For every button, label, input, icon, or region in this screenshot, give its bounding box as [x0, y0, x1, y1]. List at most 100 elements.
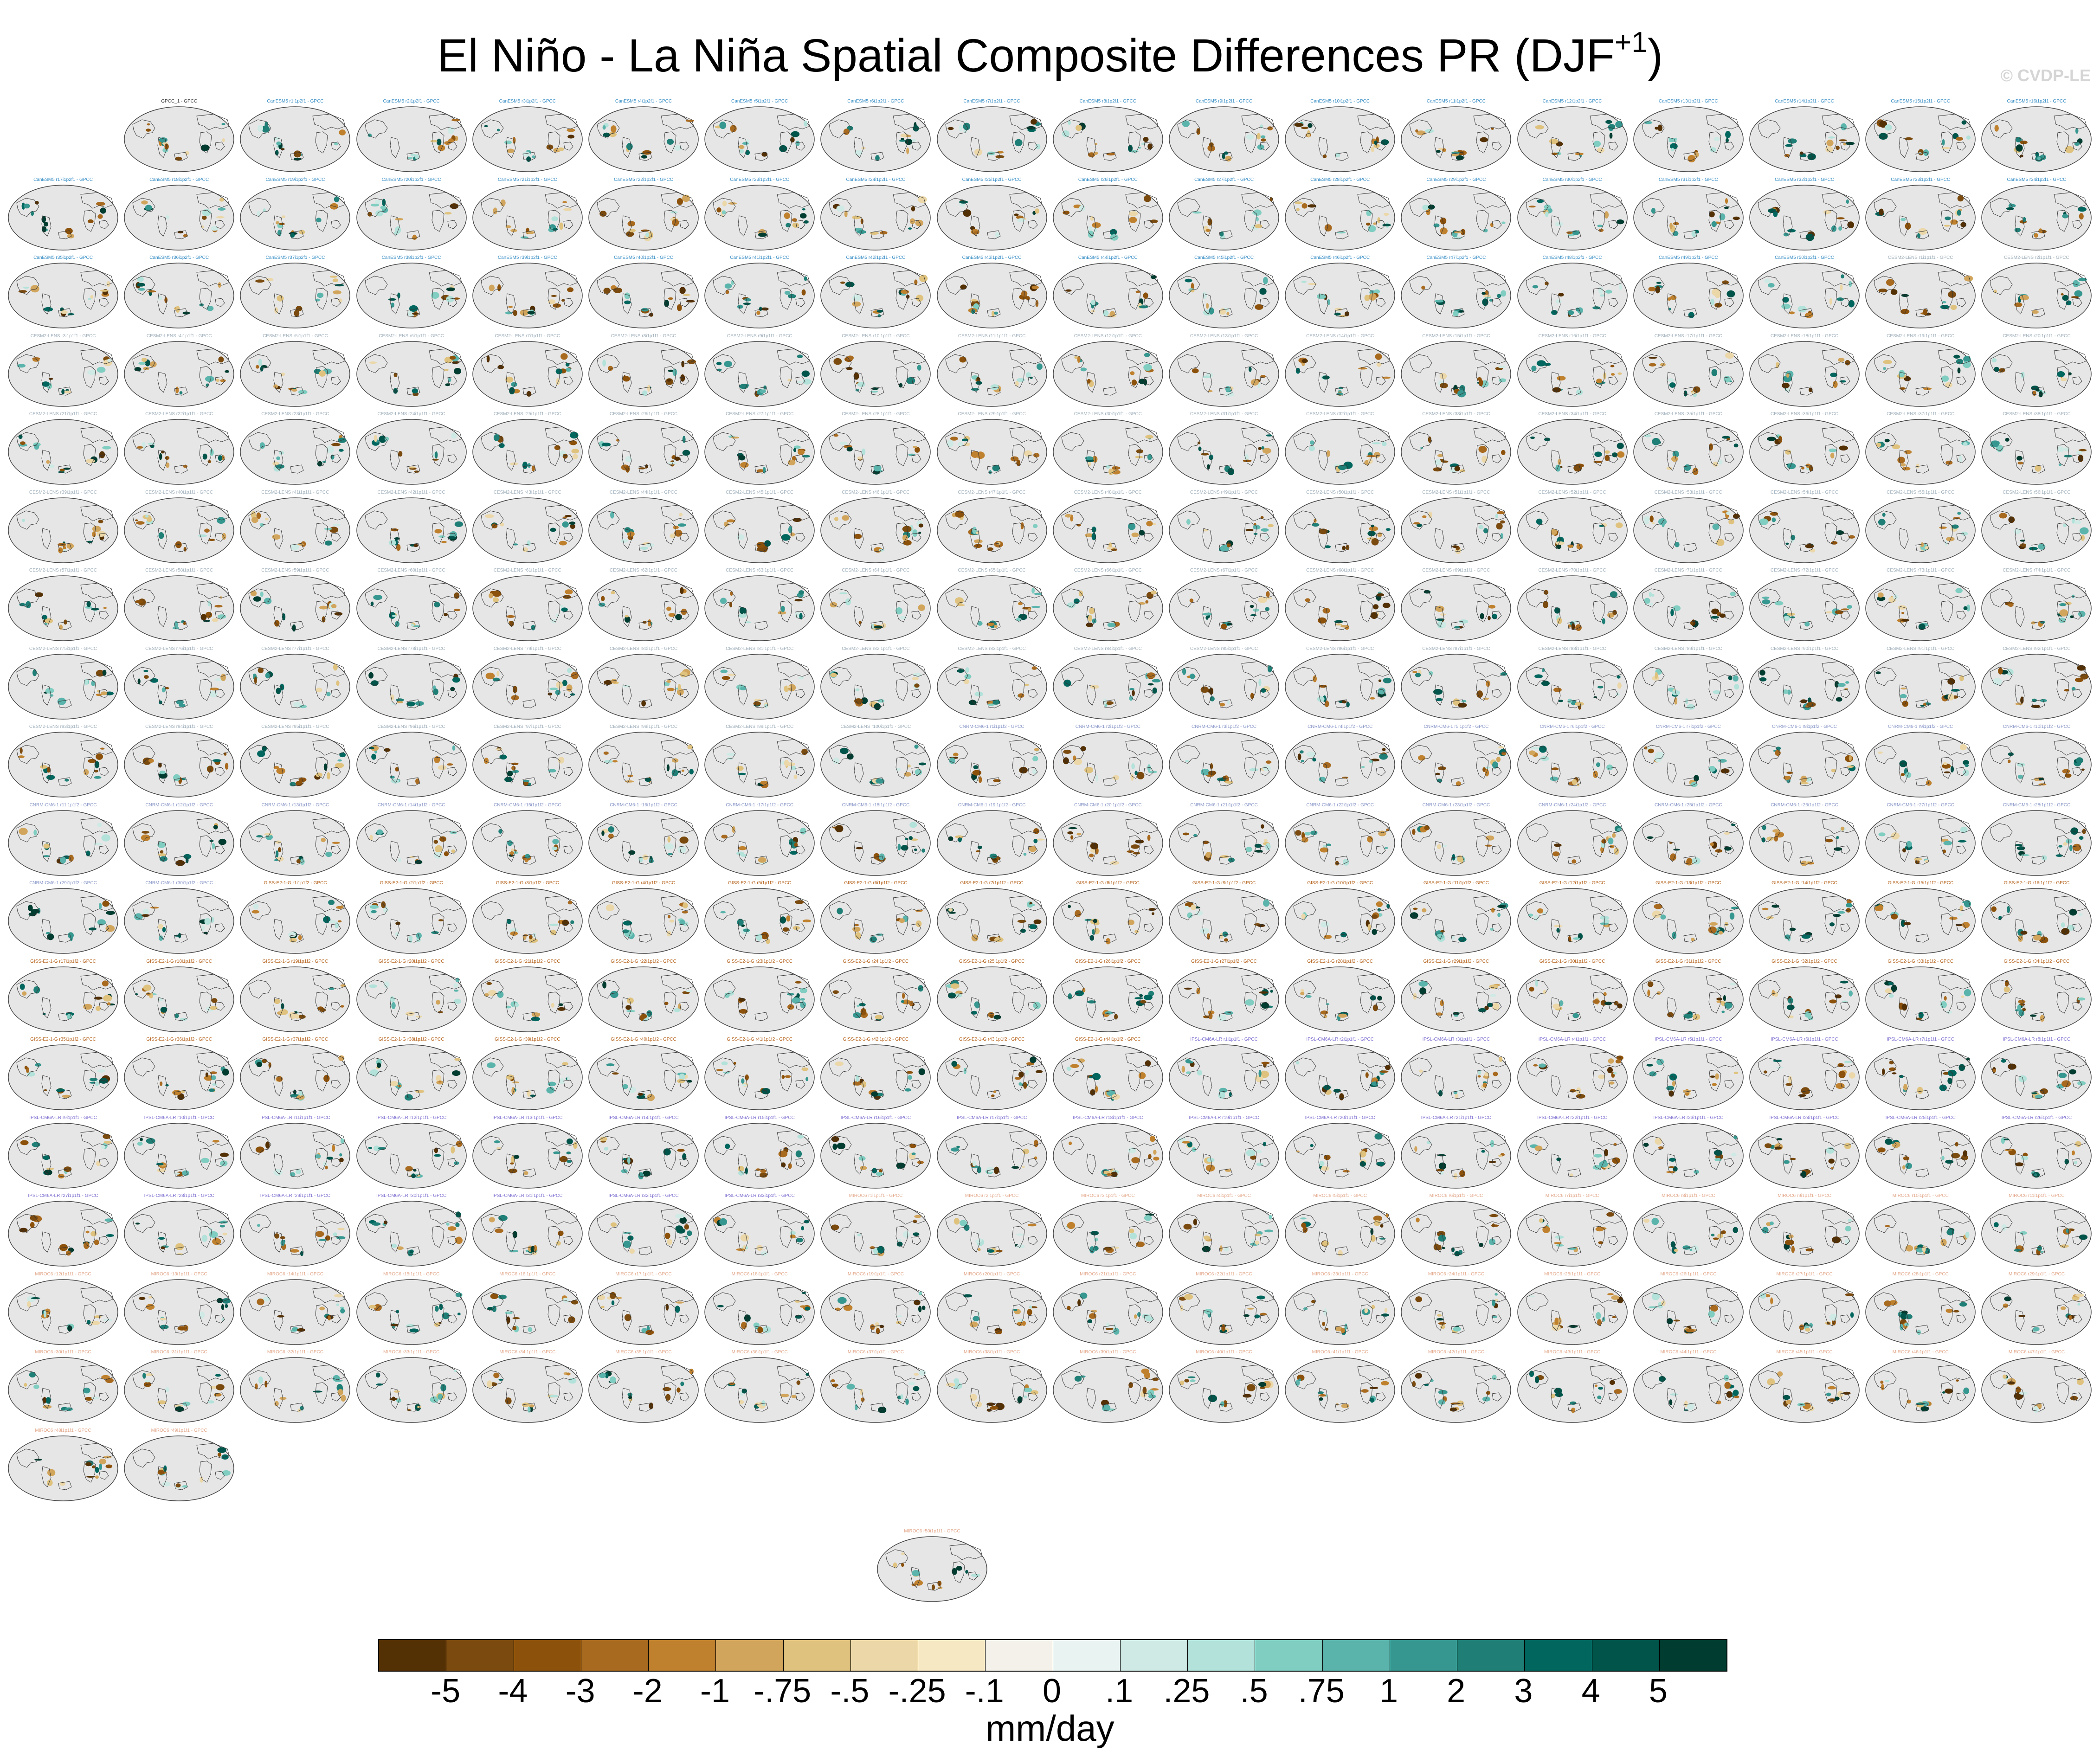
anomaly-patch [413, 625, 420, 627]
coastline [713, 510, 736, 530]
anomaly-patch [721, 834, 728, 838]
map-panel: CanESM5 r28i1p2f1 - GPCC [1283, 177, 1397, 253]
anomaly-patch [207, 766, 214, 772]
coastline [1012, 835, 1025, 857]
anomaly-patch [1139, 378, 1146, 384]
map-panel-title: GISS-E2-1-G r12i1p1f2 - GPCC [1539, 881, 1605, 886]
coastline [1708, 210, 1721, 232]
anomaly-patch [94, 776, 102, 779]
coastline [795, 298, 805, 307]
anomaly-patch [96, 1005, 101, 1011]
coastline [1874, 667, 1897, 686]
anomaly-patch [204, 528, 210, 533]
globe-map [356, 341, 467, 407]
anomaly-patch [1500, 520, 1505, 523]
anomaly-patch [950, 437, 958, 441]
anomaly-patch [1785, 542, 1789, 545]
coastline [365, 588, 388, 608]
coastline [273, 606, 283, 627]
coastline [1526, 354, 1549, 373]
anomaly-patch [66, 1013, 72, 1019]
anomaly-patch [280, 683, 284, 690]
globe-map [1749, 106, 1860, 172]
anomaly-patch [974, 1001, 980, 1008]
globe-outline [472, 263, 583, 328]
anomaly-patch [290, 782, 296, 786]
map-panel-title: CESM2-LENS r28i1p1f1 - GPCC [842, 412, 910, 417]
map-panel: CanESM5 r48i1p2f1 - GPCC [1516, 255, 1629, 331]
anomaly-patch [329, 526, 339, 533]
anomaly-patch [844, 210, 848, 217]
anomaly-patch [1537, 908, 1543, 914]
globe-map [1401, 732, 1512, 798]
globe-map [588, 341, 699, 407]
anomaly-patch [780, 605, 785, 612]
globe-map [1981, 419, 2092, 485]
anomaly-patch [1032, 756, 1038, 761]
anomaly-patch [1254, 224, 1263, 228]
coastline [41, 293, 52, 315]
coastline [429, 348, 462, 365]
coastline [1642, 119, 1665, 139]
coastline [1144, 611, 1154, 620]
map-panel-title: GISS-E2-1-G r10i1p1f2 - GPCC [1307, 881, 1373, 886]
coastline [157, 215, 167, 237]
globe-map [356, 263, 467, 328]
coastline [1840, 923, 1850, 933]
anomaly-patch [1618, 284, 1623, 290]
coastline [522, 464, 536, 474]
coastline [1799, 855, 1813, 864]
coastline [1473, 817, 1507, 834]
coastline [1202, 293, 1212, 315]
anomaly-patch [680, 374, 685, 382]
globe-map [1865, 106, 1976, 172]
globe-outline [1517, 106, 1628, 172]
map-panel-title: GISS-E2-1-G r7i1p1f2 - GPCC [960, 881, 1024, 886]
anomaly-patch [484, 514, 494, 518]
anomaly-patch [1207, 218, 1212, 225]
anomaly-patch [1134, 771, 1138, 776]
map-panel: CESM2-LENS r58i1p1f1 - GPCC [122, 567, 236, 643]
anomaly-patch [1836, 217, 1845, 219]
anomaly-patch [147, 290, 156, 293]
globe-map [1517, 341, 1628, 407]
coastline [331, 1002, 341, 1011]
coastline [315, 131, 328, 154]
anomaly-patch [493, 434, 500, 441]
globe-outline [1053, 653, 1163, 720]
coastline [1219, 542, 1233, 552]
anomaly-patch [1143, 379, 1147, 386]
globe-outline [1169, 810, 1279, 876]
anomaly-patch [1266, 591, 1270, 598]
coastline [1990, 901, 2013, 920]
coastline [945, 432, 968, 451]
anomaly-patch [977, 621, 983, 626]
anomaly-patch [505, 376, 514, 383]
anomaly-patch [1435, 300, 1444, 302]
anomaly-patch [296, 859, 301, 863]
anomaly-patch [507, 840, 513, 846]
coastline [429, 739, 462, 756]
coastline [1012, 288, 1025, 310]
map-panel: GISS-E2-1-G r14i1p1f2 - GPCC [1748, 880, 1861, 956]
anomaly-patch [996, 856, 1001, 860]
coastline [1724, 220, 1734, 229]
coastline [1799, 230, 1813, 239]
anomaly-patch [835, 824, 844, 832]
anomaly-patch [788, 684, 796, 691]
anomaly-patch [398, 451, 402, 457]
coastline [663, 366, 676, 388]
map-panel: CESM2-LENS r11i1p1f1 - GPCC [935, 333, 1049, 409]
coastline [1824, 444, 1837, 466]
anomaly-patch [486, 982, 492, 985]
anomaly-patch [500, 522, 504, 527]
coastline [1260, 142, 1270, 151]
coastline [1476, 444, 1489, 466]
map-panel: CESM2-LENS r90i1p1f1 - GPCC [1748, 646, 1861, 722]
coastline [365, 745, 388, 764]
coastline [1822, 426, 1855, 443]
coastline [854, 528, 864, 549]
anomaly-patch [914, 683, 920, 688]
anomaly-patch [89, 927, 97, 931]
anomaly-patch [1375, 353, 1382, 360]
